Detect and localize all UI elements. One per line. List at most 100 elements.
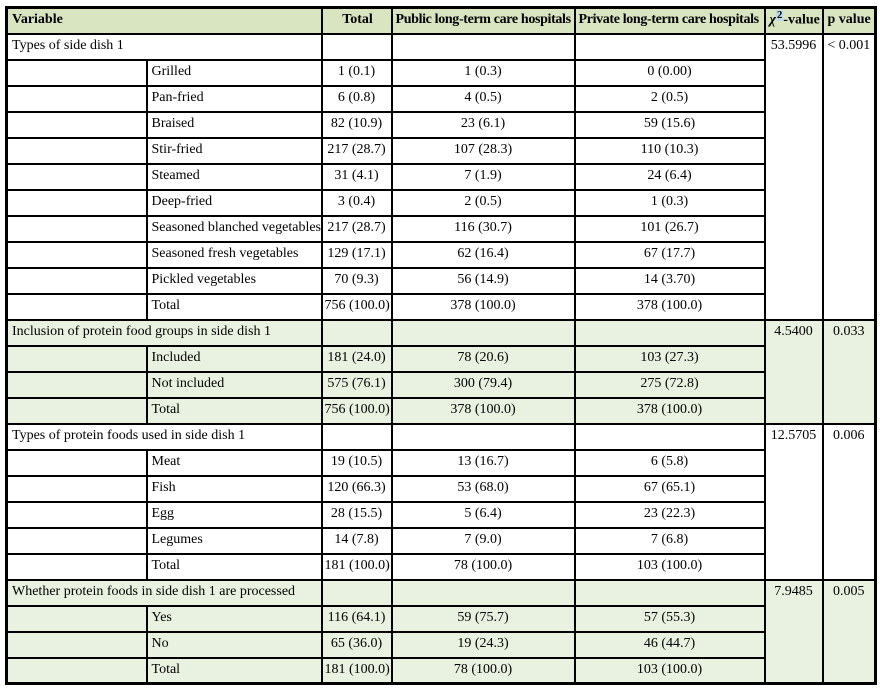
indent-cell bbox=[5, 448, 148, 477]
total-value-cell: 19 (10.5) bbox=[320, 448, 393, 477]
total-cell-empty bbox=[320, 318, 393, 347]
indent-cell bbox=[5, 396, 148, 425]
private-value-cell: 103 (100.0) bbox=[573, 552, 766, 581]
total-value-cell: 129 (17.1) bbox=[320, 240, 393, 269]
section-header-row: Types of protein foods used in side dish… bbox=[5, 422, 877, 581]
private-value-cell: 6 (5.8) bbox=[573, 448, 766, 477]
indent-cell bbox=[5, 84, 148, 113]
private-value-cell: 1 (0.3) bbox=[573, 188, 766, 217]
public-value-cell: 4 (0.5) bbox=[390, 84, 576, 113]
total-cell-empty bbox=[320, 578, 393, 607]
public-value-cell: 116 (30.7) bbox=[390, 214, 576, 243]
private-value-cell: 7 (6.8) bbox=[573, 526, 766, 555]
indent-cell bbox=[5, 188, 148, 217]
row-label-cell: Pickled vegetables bbox=[145, 266, 323, 295]
row-label-cell: Total bbox=[145, 396, 323, 425]
row-label-cell: Pan-fried bbox=[145, 84, 323, 113]
public-value-cell: 62 (16.4) bbox=[390, 240, 576, 269]
private-value-cell: 67 (65.1) bbox=[573, 474, 766, 503]
row-label-cell: Seasoned blanched vegetables bbox=[145, 214, 323, 243]
p-value-cell: < 0.001 bbox=[821, 32, 877, 321]
table-row: Fish 120 (66.3) 53 (68.0) 67 (65.1) bbox=[5, 474, 876, 503]
total-value-cell: 31 (4.1) bbox=[320, 162, 393, 191]
row-label-cell: Not included bbox=[145, 370, 323, 399]
total-value-cell: 116 (64.1) bbox=[320, 604, 393, 633]
table-row: Meat 19 (10.5) 13 (16.7) 6 (5.8) bbox=[5, 448, 876, 477]
public-cell-empty bbox=[390, 422, 576, 451]
indent-cell bbox=[5, 630, 148, 659]
indent-cell bbox=[5, 266, 148, 295]
indent-cell bbox=[5, 552, 148, 581]
total-cell-empty bbox=[320, 422, 393, 451]
table-row: Yes 116 (64.1) 59 (75.7) 57 (55.3) bbox=[5, 604, 876, 633]
total-value-cell: 82 (10.9) bbox=[320, 110, 393, 139]
column-header-public: Public long-term care hospitals bbox=[390, 6, 576, 35]
indent-cell bbox=[5, 526, 148, 555]
public-value-cell: 378 (100.0) bbox=[390, 292, 576, 321]
row-label-cell: Yes bbox=[145, 604, 323, 633]
public-value-cell: 1 (0.3) bbox=[390, 58, 576, 87]
statistics-table: Variable Total Public long-term care hos… bbox=[5, 6, 878, 685]
public-value-cell: 59 (75.7) bbox=[390, 604, 576, 633]
private-value-cell: 110 (10.3) bbox=[573, 136, 766, 165]
private-value-cell: 103 (27.3) bbox=[573, 344, 766, 373]
p-value-cell: 0.006 bbox=[821, 422, 877, 581]
section-title-cell: Inclusion of protein food groups in side… bbox=[5, 318, 323, 347]
total-value-cell: 756 (100.0) bbox=[320, 396, 393, 425]
row-label-cell: Total bbox=[145, 292, 323, 321]
chi-letter: χ bbox=[769, 12, 777, 28]
total-value-cell: 181 (100.0) bbox=[320, 656, 393, 685]
private-value-cell: 57 (55.3) bbox=[573, 604, 766, 633]
private-value-cell: 0 (0.00) bbox=[573, 58, 766, 87]
table-row: Total 756 (100.0) 378 (100.0) 378 (100.0) bbox=[5, 292, 876, 321]
column-header-chi-square: χ2-value bbox=[763, 6, 824, 35]
table-row: Total 756 (100.0) 378 (100.0) 378 (100.0) bbox=[5, 396, 876, 425]
section-header-row: Whether protein foods in side dish 1 are… bbox=[5, 578, 877, 685]
row-label-cell: Legumes bbox=[145, 526, 323, 555]
row-label-cell: Stir-fried bbox=[145, 136, 323, 165]
public-value-cell: 78 (20.6) bbox=[390, 344, 576, 373]
indent-cell bbox=[5, 214, 148, 243]
total-value-cell: 120 (66.3) bbox=[320, 474, 393, 503]
row-label-cell: Fish bbox=[145, 474, 323, 503]
column-header-p-value: p value bbox=[821, 6, 877, 35]
public-value-cell: 300 (79.4) bbox=[390, 370, 576, 399]
private-value-cell: 103 (100.0) bbox=[573, 656, 766, 685]
private-cell-empty bbox=[573, 422, 766, 451]
chi-square-value-cell: 4.5400 bbox=[763, 318, 824, 425]
public-value-cell: 13 (16.7) bbox=[390, 448, 576, 477]
indent-cell bbox=[5, 474, 148, 503]
row-label-cell: Braised bbox=[145, 110, 323, 139]
public-value-cell: 378 (100.0) bbox=[390, 396, 576, 425]
row-label-cell: Deep-fried bbox=[145, 188, 323, 217]
indent-cell bbox=[5, 58, 148, 87]
private-cell-empty bbox=[573, 318, 766, 347]
private-value-cell: 14 (3.70) bbox=[573, 266, 766, 295]
p-value-cell: 0.033 bbox=[821, 318, 877, 425]
table-row: No 65 (36.0) 19 (24.3) 46 (44.7) bbox=[5, 630, 876, 659]
header-row: Variable Total Public long-term care hos… bbox=[5, 6, 877, 35]
private-value-cell: 24 (6.4) bbox=[573, 162, 766, 191]
table-row: Total 181 (100.0) 78 (100.0) 103 (100.0) bbox=[5, 656, 876, 685]
private-value-cell: 67 (17.7) bbox=[573, 240, 766, 269]
table-row: Deep-fried 3 (0.4) 2 (0.5) 1 (0.3) bbox=[5, 188, 876, 217]
total-value-cell: 65 (36.0) bbox=[320, 630, 393, 659]
table-row: Egg 28 (15.5) 5 (6.4) 23 (22.3) bbox=[5, 500, 876, 529]
total-value-cell: 3 (0.4) bbox=[320, 188, 393, 217]
public-value-cell: 7 (1.9) bbox=[390, 162, 576, 191]
section-header-row: Types of side dish 1 53.5996 < 0.001 bbox=[5, 32, 877, 321]
indent-cell bbox=[5, 240, 148, 269]
public-value-cell: 5 (6.4) bbox=[390, 500, 576, 529]
private-value-cell: 378 (100.0) bbox=[573, 396, 766, 425]
total-value-cell: 217 (28.7) bbox=[320, 214, 393, 243]
indent-cell bbox=[5, 162, 148, 191]
private-value-cell: 275 (72.8) bbox=[573, 370, 766, 399]
chi-square-value-cell: 53.5996 bbox=[763, 32, 824, 321]
private-value-cell: 46 (44.7) bbox=[573, 630, 766, 659]
section-header-row: Inclusion of protein food groups in side… bbox=[5, 318, 877, 425]
table-row: Included 181 (24.0) 78 (20.6) 103 (27.3) bbox=[5, 344, 876, 373]
private-value-cell: 59 (15.6) bbox=[573, 110, 766, 139]
public-value-cell: 78 (100.0) bbox=[390, 552, 576, 581]
section-title-cell: Whether protein foods in side dish 1 are… bbox=[5, 578, 323, 607]
